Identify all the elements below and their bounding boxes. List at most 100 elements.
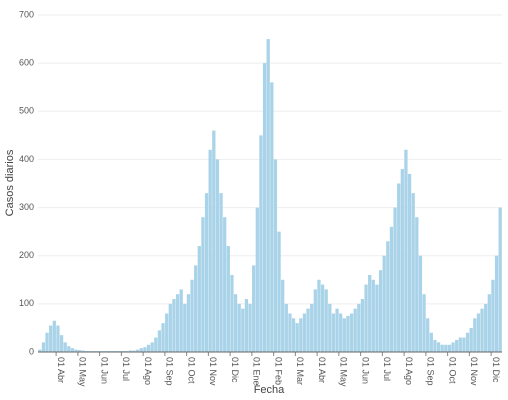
bar [364, 284, 368, 352]
x-tick-label: 01 Oct [447, 357, 457, 384]
bar [233, 294, 238, 352]
bar [339, 313, 343, 352]
x-tick-label: 01 Abr [56, 357, 66, 383]
bar [429, 332, 433, 352]
bar [230, 274, 234, 352]
bar [328, 303, 332, 352]
bar [375, 284, 379, 352]
bar [436, 342, 441, 352]
x-tick-label: 01 Sep [165, 357, 175, 386]
bar [273, 159, 278, 352]
y-tick-label: 300 [19, 202, 34, 212]
bar [59, 335, 64, 352]
bar [215, 159, 220, 352]
y-axis-title: Casos diarios [4, 149, 16, 216]
bar [161, 323, 165, 352]
bar [465, 332, 470, 352]
bar [371, 279, 375, 352]
y-tick-label: 100 [19, 298, 34, 308]
y-tick-label: 0 [29, 346, 34, 356]
bar [288, 313, 292, 352]
x-tick-label: 01 Jun [99, 357, 109, 384]
bar [382, 255, 386, 352]
x-tick-label: 01 Nov [208, 357, 218, 386]
bar [455, 339, 459, 352]
bar [415, 217, 419, 352]
bar [45, 332, 49, 352]
x-tick-label: 01 Ene [252, 357, 262, 386]
bar [52, 320, 56, 352]
bar [139, 348, 143, 352]
bar [426, 318, 430, 352]
bar [299, 318, 303, 352]
bar [317, 279, 321, 352]
y-tick-label: 600 [19, 58, 34, 68]
bar [320, 284, 325, 352]
bar [67, 346, 71, 352]
x-axis-title: Fecha [254, 384, 285, 396]
x-tick-label: 01 Oct [186, 357, 196, 384]
bar [357, 303, 361, 352]
bar [331, 313, 336, 352]
x-tick-label: 01 Jul [121, 357, 131, 381]
x-tick-label: 01 Abr [317, 357, 327, 383]
bar [487, 294, 491, 352]
bar [451, 342, 455, 352]
bar [397, 183, 401, 352]
bar [306, 308, 310, 352]
bar [197, 246, 201, 352]
bar [349, 313, 354, 352]
bar [346, 315, 350, 352]
bar [407, 173, 412, 352]
bar [186, 294, 191, 352]
bar [458, 337, 462, 352]
bar [270, 82, 274, 353]
bar [324, 289, 328, 352]
bar [226, 246, 230, 352]
bar [78, 350, 82, 352]
bar [172, 299, 176, 352]
bar [484, 303, 488, 352]
bar [284, 303, 288, 352]
bar [491, 279, 495, 352]
bar [154, 337, 158, 352]
bar [219, 193, 223, 352]
bar [498, 207, 502, 352]
bar [38, 349, 42, 352]
x-tick-label: 01 May [78, 357, 88, 387]
bar [360, 299, 365, 352]
bar [400, 169, 404, 352]
x-tick-label: 01 May [339, 357, 349, 387]
bar [411, 193, 415, 352]
bar [143, 347, 147, 352]
bar [368, 274, 372, 352]
bar [386, 241, 390, 352]
bar [393, 207, 397, 352]
bar [252, 265, 256, 352]
bar [179, 289, 183, 352]
bar [462, 337, 466, 352]
x-tick-label: 01 Ago [404, 357, 414, 385]
bar [313, 289, 317, 352]
x-tick-label: 01 Jul [382, 357, 392, 381]
bar [165, 313, 169, 352]
bar [168, 303, 172, 352]
bar [49, 325, 53, 352]
bar [248, 303, 252, 352]
bar [302, 313, 307, 352]
bar [63, 342, 67, 352]
bar [291, 318, 296, 352]
bar [433, 339, 437, 352]
bar [41, 342, 46, 352]
bar [480, 308, 484, 352]
bar [157, 330, 162, 352]
bar [335, 308, 339, 352]
bar [70, 348, 75, 352]
bar [440, 344, 444, 352]
y-tick-label: 200 [19, 250, 34, 260]
x-tick-label: 01 Ago [143, 357, 153, 385]
bar [244, 299, 249, 352]
x-tick-label: 01 Feb [273, 357, 283, 385]
bar [266, 39, 270, 352]
bar [56, 325, 60, 352]
